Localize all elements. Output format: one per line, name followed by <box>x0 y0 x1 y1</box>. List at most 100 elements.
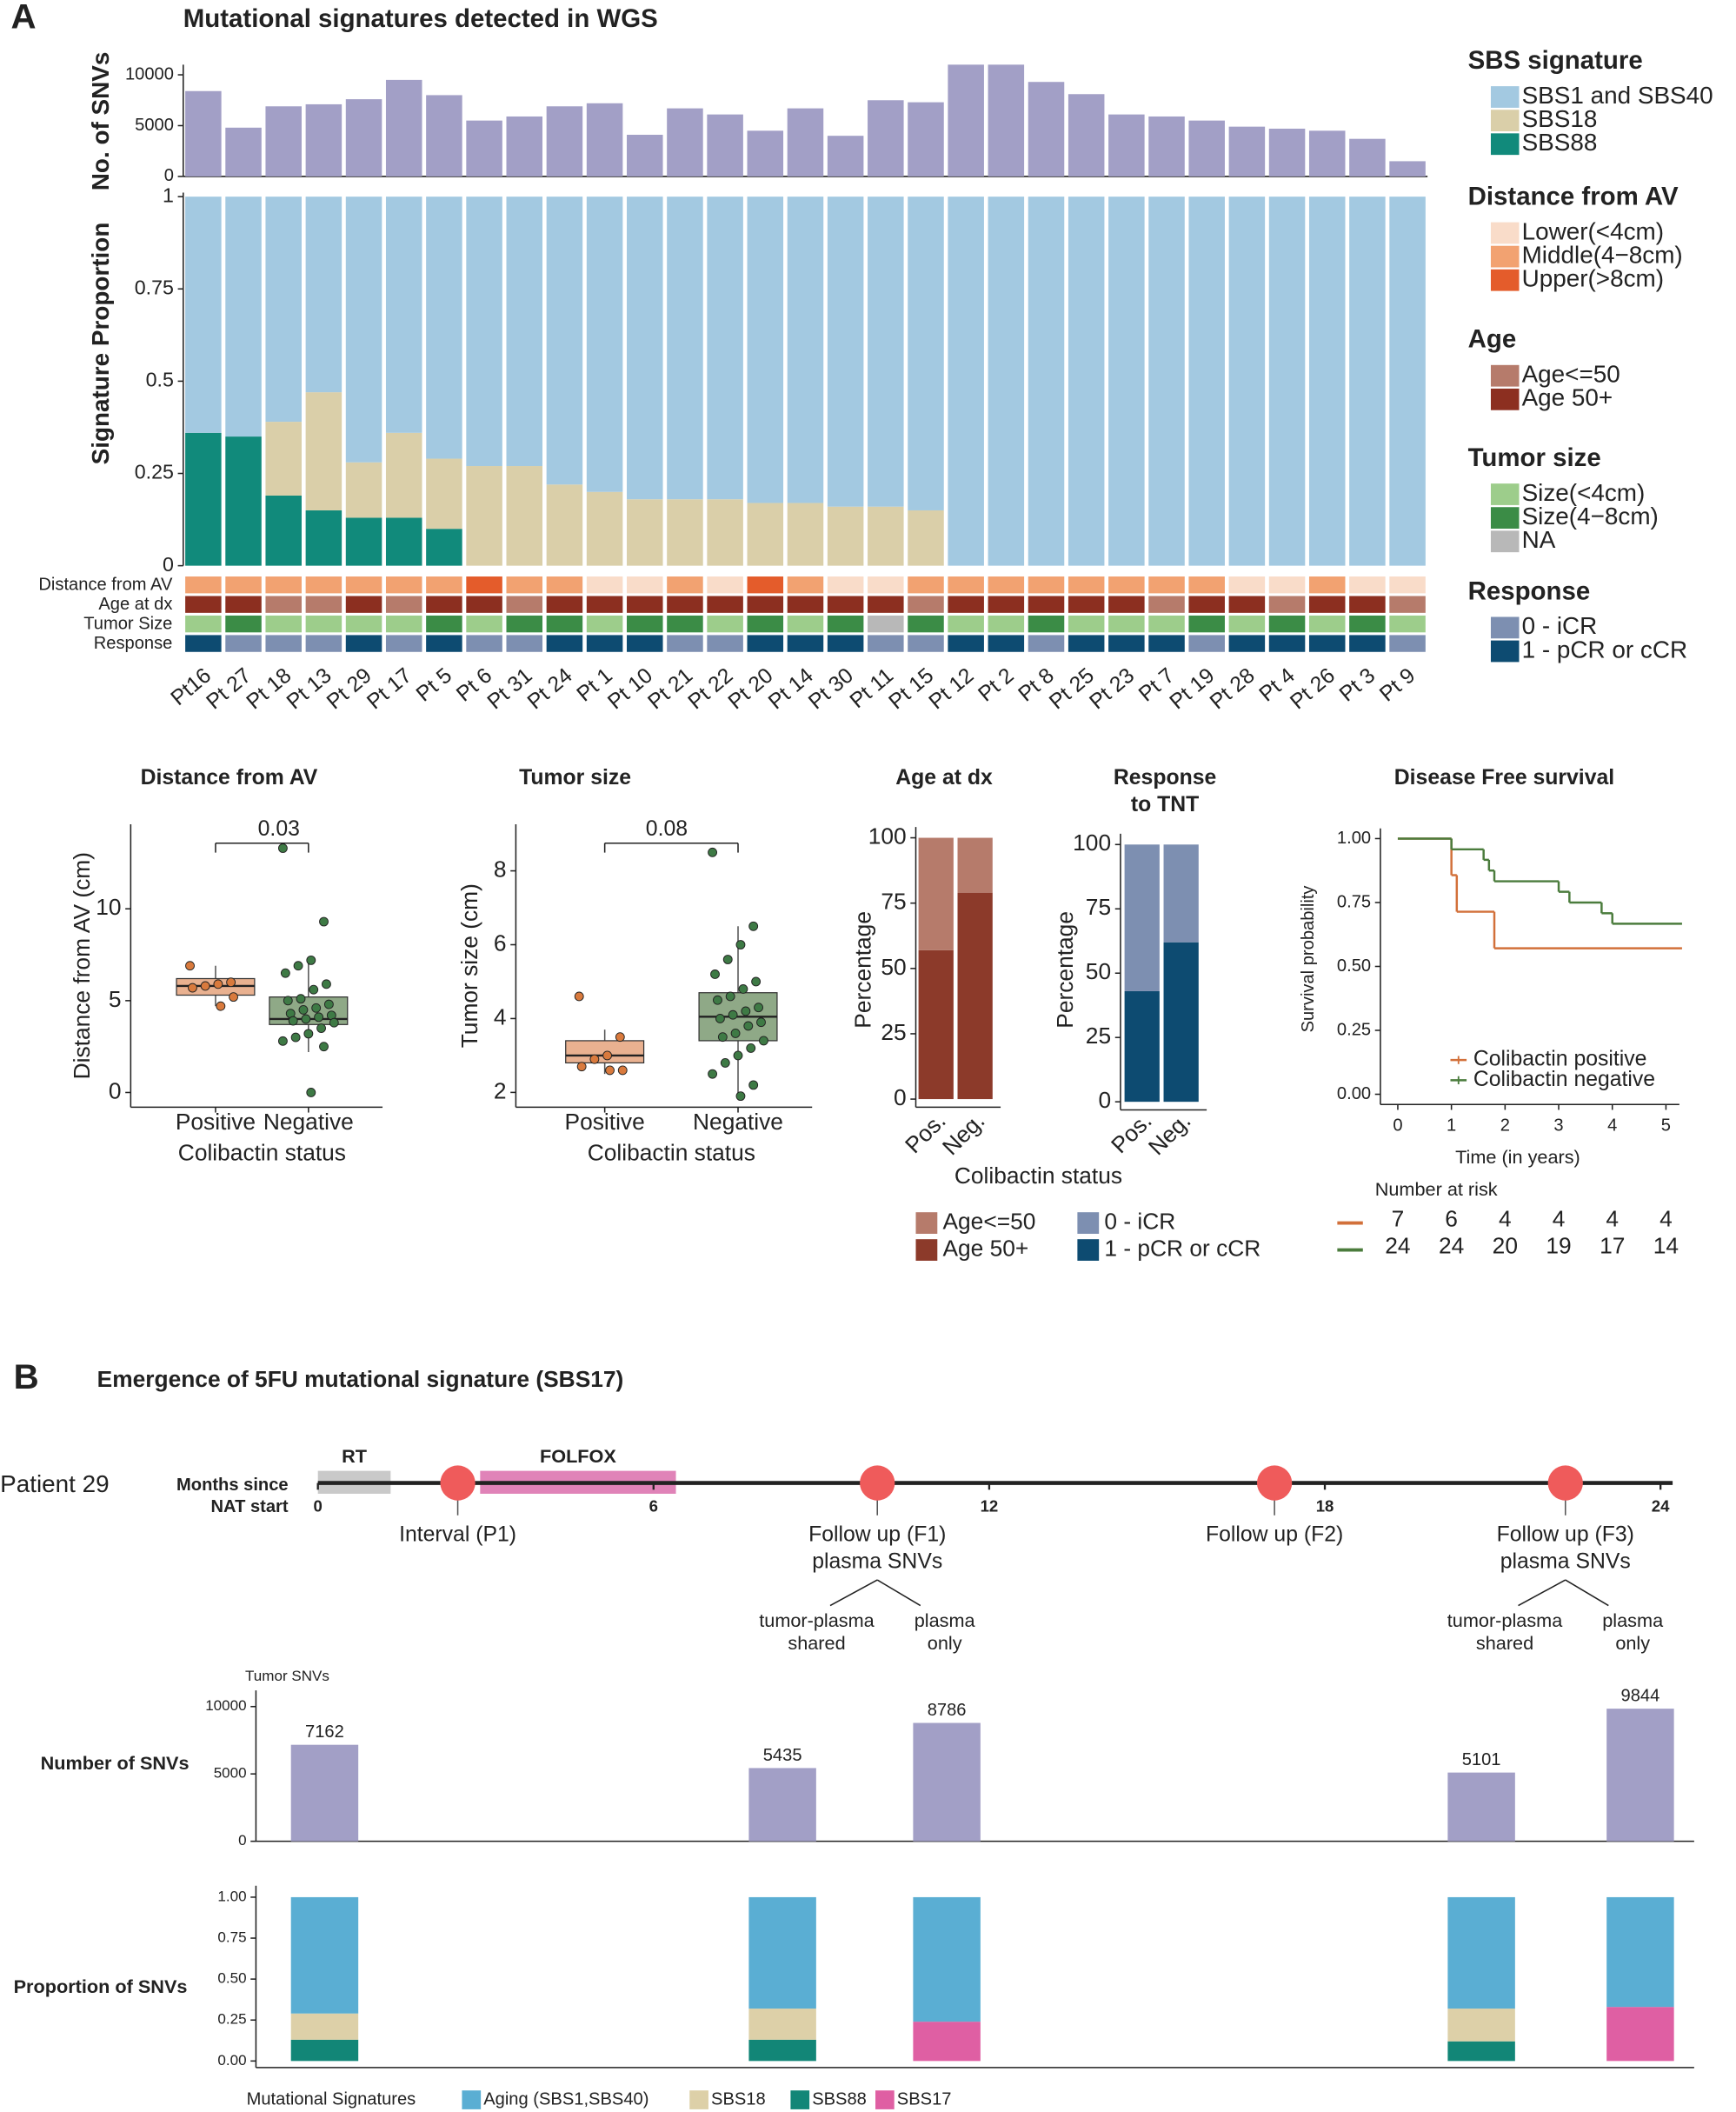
stacked-bar-segment <box>506 466 543 566</box>
legend-swatch <box>1490 222 1520 244</box>
bar <box>1349 138 1386 177</box>
track-cell <box>345 576 382 594</box>
legend-swatch <box>1490 530 1520 553</box>
bar <box>1148 116 1185 177</box>
track-cell <box>747 635 784 652</box>
track-cell <box>225 615 262 633</box>
risk-count: 6 <box>1445 1205 1458 1231</box>
data-point <box>280 968 290 978</box>
risk-count: 17 <box>1600 1232 1625 1258</box>
stacked-bar-segment <box>747 503 784 566</box>
y-tick-label: 0 <box>894 1084 907 1110</box>
stacked-bar-segment <box>918 949 954 1100</box>
track-cell <box>466 615 502 633</box>
legend-label: Colibactin positive <box>1473 1048 1647 1071</box>
chart-title: Tumor size <box>519 766 631 790</box>
data-point <box>329 1017 339 1028</box>
bar <box>385 79 422 177</box>
data-point <box>293 961 303 971</box>
risk-count: 4 <box>1606 1205 1619 1231</box>
stacked-bar-segment <box>345 462 382 518</box>
risk-count: 4 <box>1499 1205 1512 1231</box>
data-point <box>735 1091 746 1102</box>
track-cell <box>546 596 583 613</box>
y-tick-label: 0 <box>238 1832 246 1849</box>
data-point <box>748 921 759 931</box>
legend-label: SBS18 <box>1522 105 1598 132</box>
y-tick-label: 0.75 <box>135 276 174 298</box>
value-label: 9844 <box>1621 1687 1660 1706</box>
track-cell <box>546 615 583 633</box>
track-label: Distance from AV <box>38 575 173 594</box>
stacked-bar-segment <box>546 484 583 566</box>
track-cell <box>305 615 343 633</box>
track-cell <box>265 635 302 652</box>
x-tick-label: 0 <box>1393 1116 1402 1135</box>
legend-title: SBS signature <box>1468 46 1643 75</box>
y-tick-label: 0 <box>163 553 174 576</box>
stacked-bar-segment <box>1606 1896 1674 2008</box>
x-tick-label: 6 <box>649 1496 658 1515</box>
y-axis-label: No. of SNVs <box>87 52 114 191</box>
axis-title: Tumor SNVs <box>245 1668 329 1684</box>
bar <box>1389 161 1426 177</box>
track-cell <box>827 615 864 633</box>
stacked-bar-segment <box>1228 197 1266 566</box>
track-cell <box>988 596 1025 613</box>
y-tick-label: 0.00 <box>217 2052 246 2069</box>
track-cell <box>1028 576 1065 594</box>
y-tick-label: 0.00 <box>1337 1084 1371 1103</box>
track-cell <box>1068 596 1105 613</box>
x-tick-label: 12 <box>981 1496 999 1515</box>
bar <box>988 64 1025 177</box>
legend-title: Tumor size <box>1468 443 1601 472</box>
p-value: 0.03 <box>258 817 300 841</box>
data-point <box>743 1021 754 1031</box>
data-point <box>708 847 717 857</box>
track-cell <box>1308 596 1346 613</box>
bar <box>546 106 583 177</box>
track-cell <box>1228 615 1266 633</box>
data-point <box>576 1062 587 1072</box>
data-point <box>311 1003 322 1013</box>
legend-label: SBS1 and SBS40 <box>1522 82 1713 109</box>
track-cell <box>948 576 984 594</box>
stacked-bar-segment <box>627 499 663 566</box>
track-cell <box>185 615 222 633</box>
x-axis-label: Colibactin status <box>178 1140 346 1166</box>
track-cell <box>1188 615 1225 633</box>
legend-label: NA <box>1522 526 1556 553</box>
track-cell <box>385 615 422 633</box>
legend-title: Response <box>1468 576 1591 605</box>
data-point <box>589 1054 600 1064</box>
legend-swatch <box>1490 245 1520 268</box>
track-cell <box>1268 596 1306 613</box>
bar <box>908 102 944 177</box>
branch-label: tumor-plasma <box>1447 1609 1563 1631</box>
track-cell <box>948 615 984 633</box>
axis-label: NAT start <box>211 1497 289 1516</box>
track-cell <box>868 615 904 633</box>
track-cell <box>1068 635 1105 652</box>
y-axis-label: Percentage <box>1052 911 1078 1029</box>
y-axis-label: Tumor size (cm) <box>456 883 482 1048</box>
stacked-bar-segment <box>290 2013 359 2040</box>
data-point <box>710 969 720 979</box>
track-label: Response <box>94 634 173 653</box>
legend-label: 0 - iCR <box>1104 1209 1175 1235</box>
bar <box>1108 114 1145 177</box>
track-cell <box>988 635 1025 652</box>
data-point <box>738 984 748 994</box>
event-label: Follow up (F3) <box>1497 1523 1634 1547</box>
data-point <box>290 1032 301 1043</box>
y-tick-label: 100 <box>1073 829 1111 856</box>
stacked-bar-segment <box>1188 197 1225 566</box>
data-point <box>314 1012 324 1023</box>
data-point <box>720 1057 730 1068</box>
y-axis-label: Proportion of SNVs <box>14 1975 188 1997</box>
track-cell <box>1228 596 1266 613</box>
track-cell <box>265 615 302 633</box>
data-point <box>200 981 210 991</box>
bar <box>868 100 904 177</box>
